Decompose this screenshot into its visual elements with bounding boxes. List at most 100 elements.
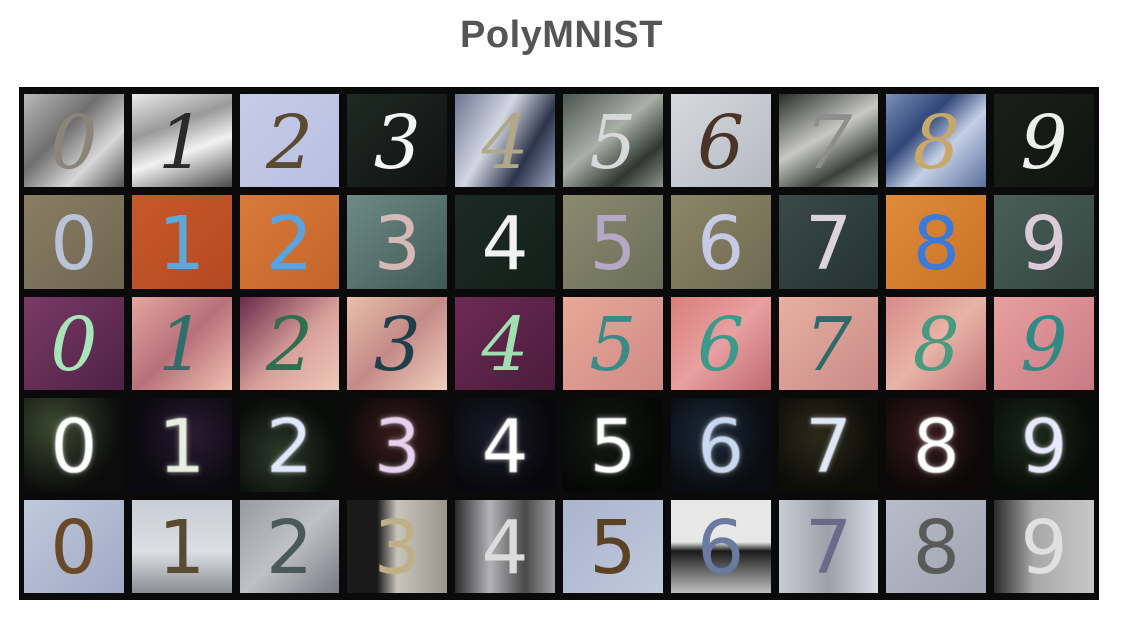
digit-tile: 8 (886, 296, 987, 391)
digit-glyph: 7 (804, 201, 853, 288)
digit-glyph: 3 (373, 505, 421, 592)
digit-tile: 7 (778, 94, 879, 188)
digit-glyph: 8 (912, 505, 960, 592)
digit-tile: 1 (131, 94, 232, 188)
digit-glyph: 2 (265, 99, 314, 186)
digit-glyph: 8 (912, 201, 960, 288)
digit-glyph: 3 (373, 201, 421, 288)
digit-tile: 3 (347, 94, 448, 188)
digit-glyph: 2 (265, 302, 314, 389)
digit-tile: 7 (778, 499, 879, 593)
digit-tile: 9 (994, 398, 1094, 492)
digit-tile: 9 (994, 94, 1094, 188)
digit-glyph: 6 (697, 201, 745, 288)
digit-glyph: 8 (912, 302, 960, 389)
digit-tile: 8 (886, 398, 987, 492)
digit-glyph: 1 (158, 505, 206, 592)
digit-glyph: 5 (589, 201, 637, 288)
digit-glyph: 0 (50, 505, 98, 592)
digit-glyph: 4 (481, 302, 529, 389)
digit-tile: 0 (24, 296, 124, 391)
digit-tile: 6 (670, 499, 771, 593)
digit-glyph: 2 (265, 403, 314, 490)
digit-tile: 0 (24, 94, 124, 188)
digit-tile: 4 (455, 195, 555, 289)
digit-glyph: 4 (481, 99, 529, 186)
digit-tile: 5 (563, 398, 663, 492)
digit-glyph: 0 (50, 403, 98, 490)
digit-tile: 7 (778, 296, 879, 391)
digit-tile: 7 (778, 195, 879, 289)
digit-glyph: 9 (1020, 99, 1068, 186)
digit-glyph: 8 (912, 403, 960, 490)
digit-tile: 9 (994, 499, 1094, 593)
digit-tile: 2 (239, 296, 340, 391)
digit-glyph: 9 (1020, 403, 1068, 490)
digit-glyph: 0 (50, 201, 98, 288)
digit-tile: 9 (994, 296, 1094, 391)
digit-tile: 4 (455, 398, 555, 492)
digit-tile: 6 (670, 195, 771, 289)
digit-glyph: 4 (481, 201, 529, 288)
digit-glyph: 7 (804, 403, 853, 490)
figure-title: PolyMNIST (460, 14, 663, 56)
digit-glyph: 4 (481, 505, 529, 592)
digit-tile: 2 (239, 94, 340, 188)
digit-glyph: 7 (804, 302, 853, 389)
digit-tile: 9 (994, 195, 1094, 289)
digit-glyph: 3 (373, 403, 421, 490)
digit-glyph: 9 (1020, 201, 1068, 288)
digit-tile: 0 (24, 195, 124, 289)
digit-tile: 6 (670, 398, 771, 492)
digit-tile: 2 (239, 499, 340, 593)
digit-tile: 1 (131, 296, 232, 391)
digit-tile: 3 (347, 195, 448, 289)
digit-glyph: 5 (589, 505, 637, 592)
digit-tile: 1 (131, 195, 232, 289)
digit-tile: 3 (347, 398, 448, 492)
digit-tile: 4 (455, 499, 555, 593)
digit-glyph: 1 (158, 201, 206, 288)
digit-tile: 8 (886, 499, 987, 593)
digit-tile: 2 (239, 398, 340, 492)
digit-glyph: 9 (1020, 302, 1068, 389)
digit-tile: 7 (778, 398, 879, 492)
digit-glyph: 3 (373, 302, 421, 389)
digit-glyph: 7 (804, 99, 853, 186)
digit-tile: 1 (131, 398, 232, 492)
digit-tile: 5 (563, 296, 663, 391)
digit-tile: 8 (886, 195, 987, 289)
digit-glyph: 0 (50, 99, 98, 186)
digit-tile: 0 (24, 398, 124, 492)
digit-tile: 5 (563, 195, 663, 289)
digit-tile: 4 (455, 296, 555, 391)
digit-glyph: 2 (265, 201, 314, 288)
digit-tile: 3 (347, 499, 448, 593)
digit-glyph: 5 (589, 302, 637, 389)
digit-glyph: 6 (697, 403, 745, 490)
digit-glyph: 7 (804, 505, 853, 592)
digit-glyph: 0 (50, 302, 98, 389)
digit-tile: 5 (563, 94, 663, 188)
digit-tile: 8 (886, 94, 987, 188)
digit-tile: 6 (670, 94, 771, 188)
digit-glyph: 9 (1020, 505, 1068, 592)
digit-tile: 4 (455, 94, 555, 188)
digit-glyph: 2 (265, 505, 314, 592)
digit-tile: 0 (24, 499, 124, 593)
digit-tile: 6 (670, 296, 771, 391)
digit-tile: 1 (131, 499, 232, 593)
digit-glyph: 1 (158, 302, 206, 389)
digit-glyph: 4 (481, 403, 529, 490)
digit-glyph: 5 (589, 99, 637, 186)
digit-glyph: 1 (158, 99, 206, 186)
digit-glyph: 5 (589, 403, 637, 490)
digit-tile: 2 (239, 195, 340, 289)
digit-glyph: 6 (697, 505, 745, 592)
digit-glyph: 6 (697, 302, 745, 389)
digit-tile: 3 (347, 296, 448, 391)
digit-tile: 5 (563, 499, 663, 593)
digit-glyph: 1 (158, 403, 206, 490)
digit-glyph: 3 (373, 99, 421, 186)
